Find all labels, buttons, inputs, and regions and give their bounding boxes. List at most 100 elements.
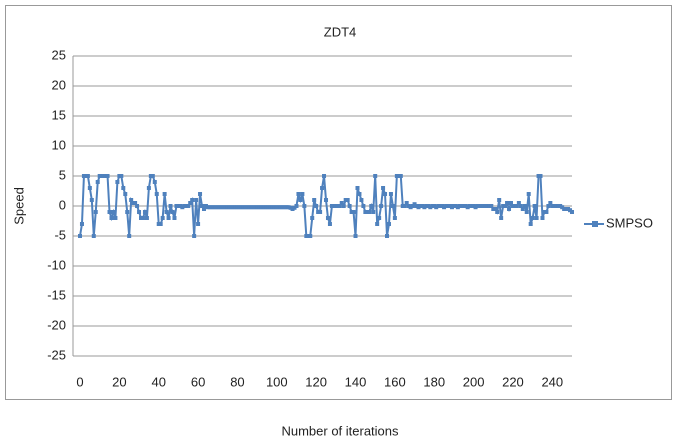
x-tick-label: 100 xyxy=(266,374,288,389)
point-marker xyxy=(361,204,366,208)
point-marker xyxy=(89,198,94,202)
point-marker xyxy=(105,174,110,178)
point-marker xyxy=(200,204,205,208)
point-marker xyxy=(146,186,151,190)
y-tick-label: 25 xyxy=(52,47,66,62)
point-marker xyxy=(377,216,382,220)
point-marker xyxy=(144,216,149,220)
point-marker xyxy=(192,234,197,238)
point-marker xyxy=(538,174,543,178)
point-marker xyxy=(300,192,305,196)
x-tick-label: 0 xyxy=(76,374,83,389)
y-tick-label: -25 xyxy=(47,347,66,362)
y-tick-label: 15 xyxy=(52,107,66,122)
point-marker xyxy=(520,207,525,211)
point-marker xyxy=(85,174,90,178)
point-marker xyxy=(546,204,551,208)
point-marker xyxy=(495,210,500,214)
point-marker xyxy=(375,222,380,226)
y-tick-label: -10 xyxy=(47,257,66,272)
x-tick-label: 220 xyxy=(502,374,524,389)
point-marker xyxy=(325,216,330,220)
point-marker xyxy=(160,216,165,220)
point-marker xyxy=(113,216,118,220)
chart-frame xyxy=(5,5,672,400)
point-marker xyxy=(534,216,539,220)
point-marker xyxy=(544,210,549,214)
point-marker xyxy=(532,204,537,208)
point-marker xyxy=(499,216,504,220)
point-marker xyxy=(351,210,356,214)
point-marker xyxy=(324,198,328,202)
y-tick-label: -15 xyxy=(47,287,66,302)
point-marker xyxy=(398,174,403,178)
point-marker xyxy=(392,216,397,220)
point-marker xyxy=(385,234,390,238)
legend-label: SMPSO xyxy=(606,215,653,230)
point-marker xyxy=(402,204,407,208)
point-marker xyxy=(135,204,140,208)
point-marker xyxy=(194,198,199,202)
point-marker xyxy=(129,198,134,202)
y-tick-label: 10 xyxy=(52,137,66,152)
point-marker xyxy=(489,204,494,208)
point-marker xyxy=(127,234,132,238)
point-marker xyxy=(115,180,120,184)
point-marker xyxy=(381,186,386,190)
point-marker xyxy=(310,216,315,220)
point-marker xyxy=(172,216,177,220)
point-marker xyxy=(347,204,352,208)
point-marker xyxy=(78,234,82,238)
point-marker xyxy=(154,192,159,196)
point-marker xyxy=(524,210,529,214)
point-marker xyxy=(388,192,393,196)
point-marker xyxy=(367,210,372,214)
point-marker xyxy=(353,234,358,238)
point-marker xyxy=(371,210,376,214)
point-marker xyxy=(341,204,346,208)
y-tick-label: -20 xyxy=(47,317,66,332)
x-tick-label: 140 xyxy=(345,374,367,389)
point-marker xyxy=(357,192,362,196)
point-marker xyxy=(308,234,313,238)
point-marker xyxy=(383,192,388,196)
point-marker xyxy=(508,201,513,205)
point-marker xyxy=(570,210,574,214)
point-marker xyxy=(505,201,510,205)
point-marker xyxy=(522,204,527,208)
point-marker xyxy=(379,204,384,208)
point-marker xyxy=(93,210,98,214)
point-marker xyxy=(140,216,145,220)
point-marker xyxy=(158,222,163,226)
point-marker xyxy=(119,174,124,178)
chart-title: ZDT4 xyxy=(324,24,357,39)
point-marker xyxy=(312,198,317,202)
point-marker xyxy=(152,180,157,184)
point-marker xyxy=(91,234,96,238)
point-marker xyxy=(298,198,303,202)
point-marker xyxy=(386,222,391,226)
point-marker xyxy=(339,201,344,205)
point-marker xyxy=(493,207,498,211)
point-marker xyxy=(314,204,319,208)
point-marker xyxy=(322,174,327,178)
x-tick-label: 200 xyxy=(463,374,485,389)
point-marker xyxy=(516,201,521,205)
point-marker xyxy=(125,210,130,214)
y-tick-label: -5 xyxy=(54,227,66,242)
point-marker xyxy=(507,207,512,211)
x-tick-label: 80 xyxy=(230,374,244,389)
point-marker xyxy=(355,186,360,190)
x-tick-label: 60 xyxy=(191,374,205,389)
y-axis-label: Speed xyxy=(11,187,26,225)
point-marker xyxy=(168,204,173,208)
x-tick-label: 120 xyxy=(305,374,327,389)
point-marker xyxy=(327,222,332,226)
point-marker xyxy=(390,204,395,208)
point-marker xyxy=(166,216,171,220)
point-marker xyxy=(137,210,142,214)
x-axis-label: Number of iterations xyxy=(281,423,399,438)
point-marker xyxy=(497,198,502,202)
point-marker xyxy=(548,201,553,205)
